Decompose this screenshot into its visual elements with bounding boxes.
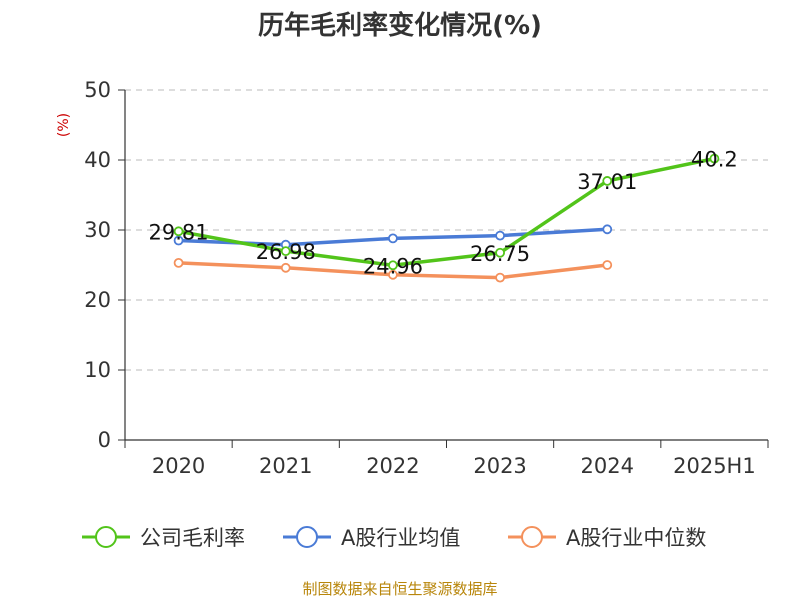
x-tick-label: 2020: [152, 454, 205, 478]
y-tick-label: 10: [84, 358, 111, 382]
data-point: [495, 247, 505, 258]
legend-label: A股行业中位数: [566, 526, 706, 550]
legend-label: A股行业均值: [341, 526, 460, 550]
x-tick-label: 2023: [473, 454, 526, 478]
data-label: 40.2: [691, 148, 738, 172]
data-point: [495, 272, 505, 283]
data-point: [173, 235, 184, 246]
data-label: 26.98: [256, 240, 316, 264]
x-tick-label: 2025H1: [673, 454, 756, 478]
data-label: 26.75: [470, 242, 530, 266]
data-labels: 29.81 26.98 24.96 26.75 37.01 40.2: [149, 148, 738, 279]
data-point: [280, 262, 291, 273]
y-tick-label: 50: [84, 78, 111, 102]
data-label: 29.81: [149, 220, 209, 244]
x-tick-label: 2024: [581, 454, 634, 478]
grid-lines: [125, 89, 768, 371]
data-point: [280, 246, 291, 257]
data-point: [173, 226, 184, 237]
data-point: [173, 257, 184, 268]
legend-swatch-marker: [521, 526, 543, 548]
data-point: [495, 230, 505, 241]
chart-title: 历年毛利率变化情况(%): [258, 10, 542, 41]
x-tick-label: 2022: [366, 454, 419, 478]
data-point: [388, 260, 398, 271]
y-tick-label: 20: [84, 288, 111, 312]
y-axis-label: (%): [56, 113, 72, 137]
data-point: [388, 269, 398, 280]
data-label: 37.01: [577, 170, 637, 194]
data-point: [388, 233, 398, 244]
y-tick-label: 30: [84, 218, 111, 242]
data-point: [602, 176, 613, 186]
data-point: [602, 224, 613, 235]
data-point: [709, 153, 720, 164]
legend-swatch-marker: [95, 526, 117, 548]
legend-label: 公司毛利率: [140, 526, 245, 550]
source-note: 制图数据来自恒生聚源数据库: [302, 580, 497, 598]
series-layer: [173, 153, 720, 283]
y-tick-label: 0: [98, 428, 111, 452]
legend: 公司毛利率 A股行业均值 A股行业中位数: [82, 526, 706, 550]
series-line-0: [176, 156, 717, 268]
legend-swatch-marker: [296, 526, 318, 548]
data-label: 24.96: [363, 254, 423, 278]
y-tick-label: 40: [84, 148, 111, 172]
x-tick-label: 2021: [259, 454, 312, 478]
data-point: [602, 260, 613, 270]
axes: 0 10 20 30 40 50 2020 2021 2022 2023 2024 2025H1: [84, 78, 769, 478]
